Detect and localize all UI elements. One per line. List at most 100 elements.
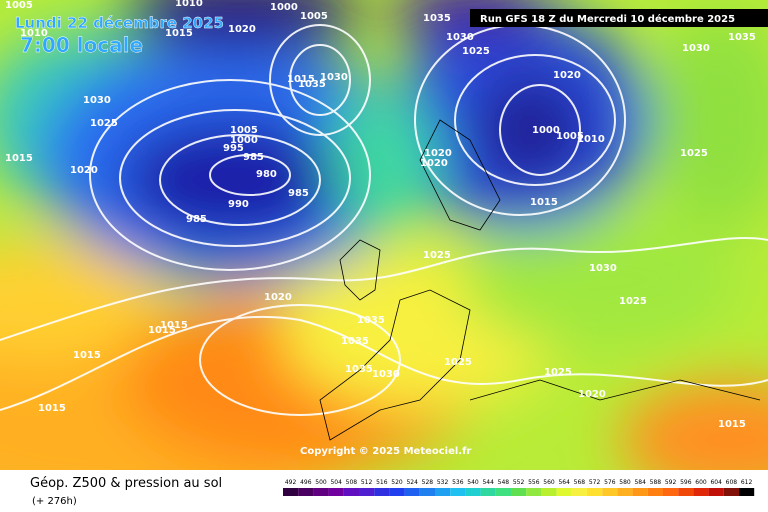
isobar-label: 995 xyxy=(223,143,244,154)
isobar-label: 1015 xyxy=(73,350,101,361)
scale-swatch xyxy=(708,488,724,496)
isobar-label: 1030 xyxy=(83,95,111,106)
scale-swatch xyxy=(511,488,527,496)
scale-label: 548 xyxy=(498,479,510,486)
scale-swatch xyxy=(283,488,299,496)
isobar-label: 1030 xyxy=(320,72,348,83)
isobar-label: 1020 xyxy=(578,389,606,400)
isobar-label: 990 xyxy=(228,199,249,210)
isobar-label: 1005 xyxy=(230,125,258,136)
isobar-label: 1015 xyxy=(148,325,176,336)
isobar-label: 1005 xyxy=(556,131,584,142)
scale-label: 492 xyxy=(285,479,297,486)
isobar-label: 1025 xyxy=(544,367,572,378)
scale-label: 540 xyxy=(467,479,479,486)
isobar-label: 1025 xyxy=(423,250,451,261)
scale-swatch xyxy=(435,488,451,496)
scale-swatch xyxy=(602,488,618,496)
isobar-label: 1030 xyxy=(682,43,710,54)
scale-swatch xyxy=(647,488,663,496)
isobar-label: 1000 xyxy=(270,2,298,13)
scale-label: 608 xyxy=(726,479,738,486)
isobar-label: 1005 xyxy=(5,0,33,11)
scale-swatch xyxy=(389,488,405,496)
scale-swatch xyxy=(359,488,375,496)
isobar-label: 1025 xyxy=(444,357,472,368)
scale-swatch xyxy=(298,488,314,496)
isobar-label: 1010 xyxy=(577,134,605,145)
isobar-label: 980 xyxy=(256,169,277,180)
scale-swatch xyxy=(374,488,390,496)
scale-label: 528 xyxy=(422,479,434,486)
isobar-label: 985 xyxy=(186,214,207,225)
isobar-label: 985 xyxy=(288,188,309,199)
scale-label: 552 xyxy=(513,479,525,486)
scale-label: 512 xyxy=(361,479,373,486)
scale-label: 564 xyxy=(558,479,570,486)
scale-swatch xyxy=(632,488,648,496)
scale-label: 560 xyxy=(543,479,555,486)
isobar-label: 1020 xyxy=(420,158,448,169)
scale-label: 600 xyxy=(695,479,707,486)
scale-label: 576 xyxy=(604,479,616,486)
scale-swatch xyxy=(404,488,420,496)
date: Lundi 22 décembre 2025 xyxy=(15,14,224,32)
color-scale: 492 496 500 504 508 512 516 520 524 528 532 536 540 5… xyxy=(283,479,755,496)
scale-label: 504 xyxy=(330,479,342,486)
isobar-label: 1020 xyxy=(264,292,292,303)
scale-swatch xyxy=(495,488,511,496)
scale-swatch xyxy=(526,488,542,496)
isobar-label: 1035 xyxy=(298,79,326,90)
scale-swatch xyxy=(541,488,557,496)
isobar-label: 1015 xyxy=(530,197,558,208)
footer-lead: (+ 276h) xyxy=(32,496,77,507)
isobar-label: 1030 xyxy=(446,32,474,43)
scale-label: 592 xyxy=(665,479,677,486)
scale-swatch xyxy=(571,488,587,496)
isobar-label: 1025 xyxy=(90,118,118,129)
scale-label: 612 xyxy=(741,479,753,486)
isobar-label: 1000 xyxy=(532,125,560,136)
isobar-label: 1030 xyxy=(589,263,617,274)
run-box xyxy=(470,9,768,27)
isobar-label: 1000 xyxy=(230,135,258,146)
isobar-label: 1035 xyxy=(341,336,369,347)
scale-label: 556 xyxy=(528,479,540,486)
isobar-labels: 1005 1010 10001005102010151010103510301025… xyxy=(5,0,756,430)
isobar-label: 1025 xyxy=(462,46,490,57)
isobar-label: 1035 xyxy=(345,364,373,375)
scale-swatch xyxy=(328,488,344,496)
isobar-label: 1015 xyxy=(287,74,315,85)
isobar-label: 1015 xyxy=(165,28,193,39)
scale-swatch xyxy=(587,488,603,496)
scale-label: 536 xyxy=(452,479,464,486)
isobar-label: 1015 xyxy=(160,320,188,331)
scale-swatch xyxy=(480,488,496,496)
isobar-label: 1035 xyxy=(728,32,756,43)
scale-label: 580 xyxy=(619,479,631,486)
isobar-label: 1035 xyxy=(357,315,385,326)
isobar-label: 1025 xyxy=(619,296,647,307)
scale-label: 588 xyxy=(650,479,662,486)
isobar-label: 1010 xyxy=(20,28,48,39)
isobar-label: 1025 xyxy=(680,148,708,159)
isobar-label: 1035 xyxy=(423,13,451,24)
scale-label: 604 xyxy=(710,479,722,486)
scale-label: 532 xyxy=(437,479,449,486)
isobar-label: 1020 xyxy=(553,70,581,81)
isobar-label: 1020 xyxy=(70,165,98,176)
isobar-label: 1015 xyxy=(718,419,746,430)
scale-label: 520 xyxy=(391,479,403,486)
scale-label: 500 xyxy=(315,479,327,486)
scale-swatch xyxy=(693,488,709,496)
time: 7:00 locale xyxy=(20,33,143,57)
scale-label: 508 xyxy=(346,479,358,486)
scale-swatch xyxy=(450,488,466,496)
scale-swatch xyxy=(723,488,739,496)
scale-label: 544 xyxy=(482,479,494,486)
scale-label: 584 xyxy=(634,479,646,486)
isobar-label: 1020 xyxy=(228,24,256,35)
isobar-label: 985 xyxy=(243,152,264,163)
